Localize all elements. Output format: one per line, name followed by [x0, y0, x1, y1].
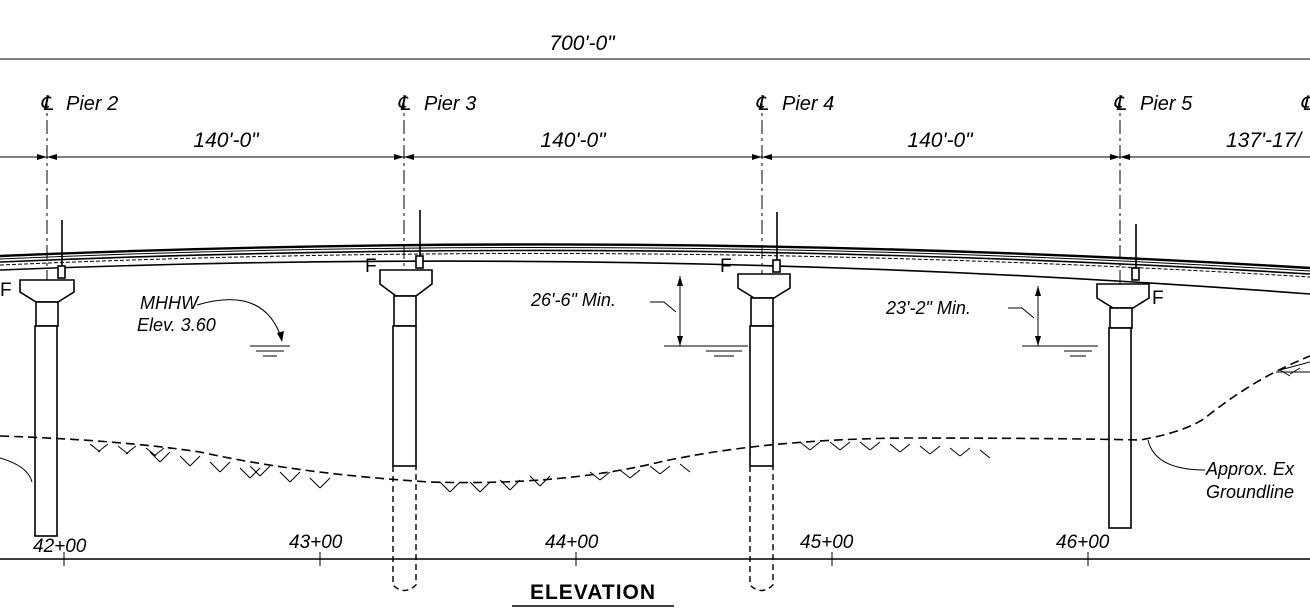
pier-2: F	[0, 279, 75, 537]
pier-2-label: Pier 2	[66, 93, 118, 115]
span-1-dimension: 140'-0"	[193, 129, 260, 152]
bearing-mark: F	[0, 280, 12, 301]
bridge-deck	[0, 210, 1310, 295]
overall-dimension: 700'-0"	[0, 32, 1310, 60]
overall-dimension-text: 700'-0"	[549, 32, 616, 55]
groundline-note-line2: Groundline	[1206, 482, 1294, 502]
station-45: 45+00	[800, 532, 854, 553]
view-title-text: ELEVATION	[530, 581, 656, 604]
bearing-mark: F	[365, 256, 377, 277]
pier-5: F	[1096, 283, 1164, 529]
pier-labels: ℄ Pier 2 ℄ Pier 3 ℄ Pier 4 ℄ Pier 5 ℄	[40, 93, 1310, 115]
station-44: 44+00	[545, 532, 599, 553]
pier-3-label: Pier 3	[424, 93, 476, 115]
station-43: 43+00	[289, 532, 343, 553]
pier-4: F	[720, 256, 791, 592]
station-46: 46+00	[1056, 532, 1110, 553]
pier-4-label: Pier 4	[782, 93, 834, 115]
water-level-note: MHHW Elev. 3.60	[137, 293, 290, 357]
clearance-dimension-1: 26'-6" Min.	[530, 276, 748, 357]
water-level-elevation: Elev. 3.60	[137, 315, 216, 335]
span-3-dimension: 140'-0"	[907, 129, 974, 152]
span-4-dimension: 137'-17/	[1226, 129, 1303, 152]
view-title: ELEVATION	[512, 581, 674, 607]
clearance-2-label: 23'-2" Min.	[885, 298, 971, 318]
station-42: 42+00	[33, 536, 87, 557]
pier-3: F	[365, 256, 433, 592]
centerline-icon: ℄	[1300, 93, 1310, 115]
bearing-mark: F	[720, 256, 732, 277]
water-level-label: MHHW	[140, 293, 200, 313]
span-dimension-line: 140'-0" 140'-0" 140'-0" 137'-17/	[0, 129, 1310, 160]
span-2-dimension: 140'-0"	[540, 129, 607, 152]
pier-5-label: Pier 5	[1140, 93, 1193, 115]
bearing-mark: F	[1152, 288, 1164, 309]
groundline-note-line1: Approx. Ex	[1205, 459, 1295, 479]
clearance-dimension-2: 23'-2" Min.	[885, 286, 1098, 357]
pier-centerlines	[46, 95, 1121, 300]
clearance-1-label: 26'-6" Min.	[530, 290, 616, 310]
existing-groundline: Approx. Ex Groundline	[0, 355, 1310, 502]
station-baseline: 42+00 43+00 44+00 45+00 46+00	[0, 532, 1310, 566]
